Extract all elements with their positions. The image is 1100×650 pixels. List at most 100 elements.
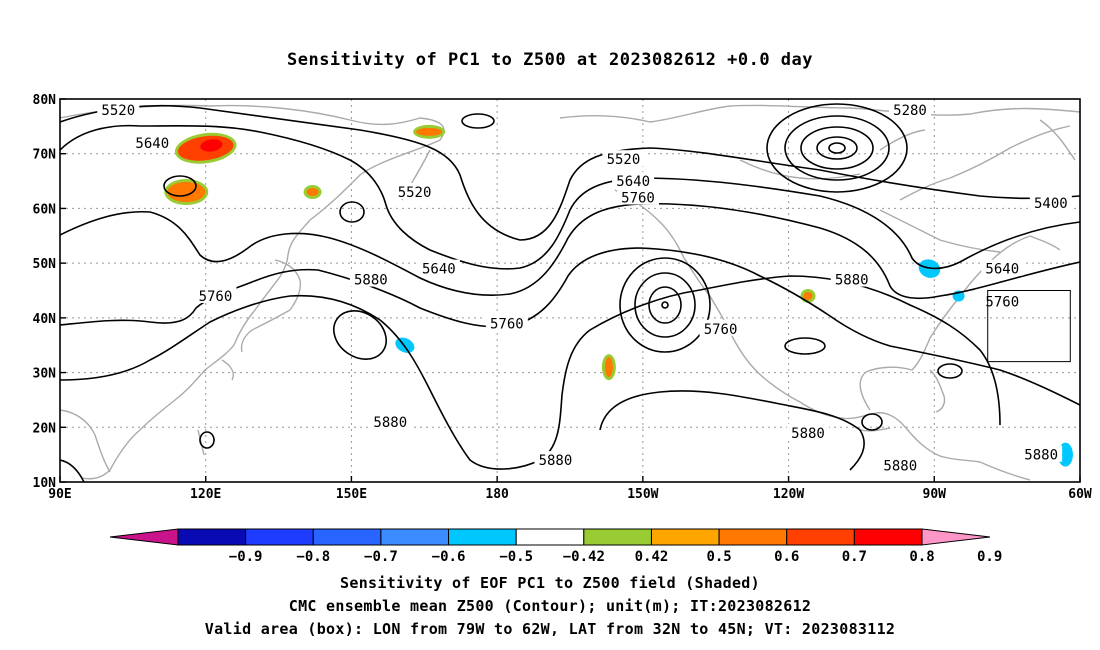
contour-label-text: 5880 [791,426,825,442]
contour-label: 5880 [830,270,873,289]
lat-tick-label: 10N [33,476,57,491]
contour-label: 5880 [349,270,392,289]
colorbar-label: −0.6 [432,549,466,565]
contour-label-text: 5760 [985,294,1019,310]
contour-label: 5880 [369,412,412,431]
colorbar-label: 0.5 [706,549,731,565]
contour-label-text: 5760 [490,316,524,332]
sensitivity-shading [164,124,1073,467]
lat-tick-label: 80N [33,93,57,108]
contour-label-text: 5640 [985,262,1019,278]
colorbar-low-triangle [109,528,179,546]
colorbar-label: −0.7 [364,549,398,565]
longitude-labels: 90E 120E 150E 180 150W 120W 90W 60W [48,476,1092,502]
caption-valid-area: Valid area (box): LON from 79W to 62W, L… [204,620,896,638]
sensitivity-patch [395,337,415,353]
colorbar-box [718,528,788,546]
colorbar-box [583,528,652,546]
colorbar-label: 0.9 [977,549,1002,565]
contour-label-text: 5760 [621,190,655,206]
contour-label-text: 5760 [199,289,233,305]
contour-label: 5280 [889,100,931,119]
contour-label: 5880 [879,456,922,475]
contour-label: 5760 [485,314,528,332]
colorbar-high-triangle [921,528,991,546]
colorbar-box [448,528,517,546]
sensitivity-patch [164,179,209,206]
lon-tick-label: 60W [1068,487,1092,502]
colorbar-box [515,528,585,546]
colorbar-label: 0.42 [635,549,669,565]
sensitivity-patch [174,132,237,164]
lat-tick-label: 70N [33,148,57,163]
contour-label-text: 5520 [398,185,432,201]
contour-label-text: 5880 [539,453,573,469]
contour-label-text: 5640 [422,262,456,278]
contour-label-text: 5760 [704,322,738,338]
contour-label: 5760 [194,286,237,305]
figure-title: Sensitivity of PC1 to Z500 at 2023082612… [286,50,813,70]
colorbar-box [380,528,450,546]
contour-label-text: 5640 [135,136,169,152]
z500-contours [60,103,1080,482]
lon-tick-label: 120W [773,487,804,502]
contour-label: 5640 [981,259,1024,278]
contour-label: 5400 [1029,193,1072,212]
contour-label: 5880 [534,451,577,469]
contour-label-text: 5880 [354,273,388,289]
contour-label: 5880 [1020,445,1063,464]
valid-area-box [987,290,1071,363]
lon-tick-label: 150E [336,487,367,502]
contour-label: 5640 [131,133,174,152]
colorbar-label: −0.8 [296,549,330,565]
colorbar-label: −0.42 [563,549,605,565]
contour-label-text: 5520 [101,103,135,119]
caption-shading: Sensitivity of EOF PC1 to Z500 field (Sh… [340,574,760,592]
lon-tick-label: 90W [923,487,947,502]
lon-tick-label: 90E [48,487,71,502]
contour-label-text: 5880 [373,415,407,431]
lat-tick-label: 30N [33,367,57,382]
contour-label: 5640 [417,259,460,278]
map-frame [59,98,1081,483]
colorbar-box [312,528,382,546]
colorbar-label: −0.5 [499,549,533,565]
colorbar-label: −0.9 [229,549,263,565]
colorbar-box [245,528,314,546]
colorbar-label: 0.8 [909,549,934,565]
sensitivity-patch [601,354,616,381]
contour-label-text: 5880 [1024,448,1058,464]
contour-label-text: 5520 [607,152,641,168]
colorbar-box [786,528,855,546]
contour-label: 5520 [602,150,645,168]
contour-label-text: 5880 [835,273,869,289]
contour-label: 5760 [617,188,659,206]
sensitivity-patch [800,288,816,303]
contour-label: 5640 [612,172,655,190]
colorbar-box [177,528,247,546]
sensitivity-patch [303,185,322,200]
contour-label: 5520 [97,100,140,119]
colorbar-box [853,528,923,546]
contour-label-text: 5640 [616,174,650,190]
contour-label: 5760 [981,292,1024,310]
colorbar-box [650,528,720,546]
lon-tick-label: 150W [627,487,658,502]
lon-tick-label: 180 [485,487,509,502]
colorbar: −0.9 −0.8 −0.7 −0.6 −0.5 −0.42 0.42 0.5 0.6 0.7 0.… [109,528,1002,565]
contour-label-text: 5280 [893,103,927,119]
contour-labels: 5520564055205640576058805760588058805520… [97,100,1072,475]
contour-label-text: 5400 [1034,196,1068,212]
lat-tick-label: 60N [33,202,57,217]
lat-tick-label: 20N [33,421,57,436]
lon-tick-label: 120E [190,487,221,502]
contour-label-text: 5880 [883,459,917,475]
lat-tick-label: 40N [33,312,57,327]
contour-label: 5520 [393,183,436,201]
lat-tick-label: 50N [33,257,57,272]
contour-label: 5760 [699,319,742,338]
colorbar-label: 0.6 [774,549,799,565]
map-gridlines [60,99,1080,482]
colorbar-label: 0.7 [842,549,867,565]
